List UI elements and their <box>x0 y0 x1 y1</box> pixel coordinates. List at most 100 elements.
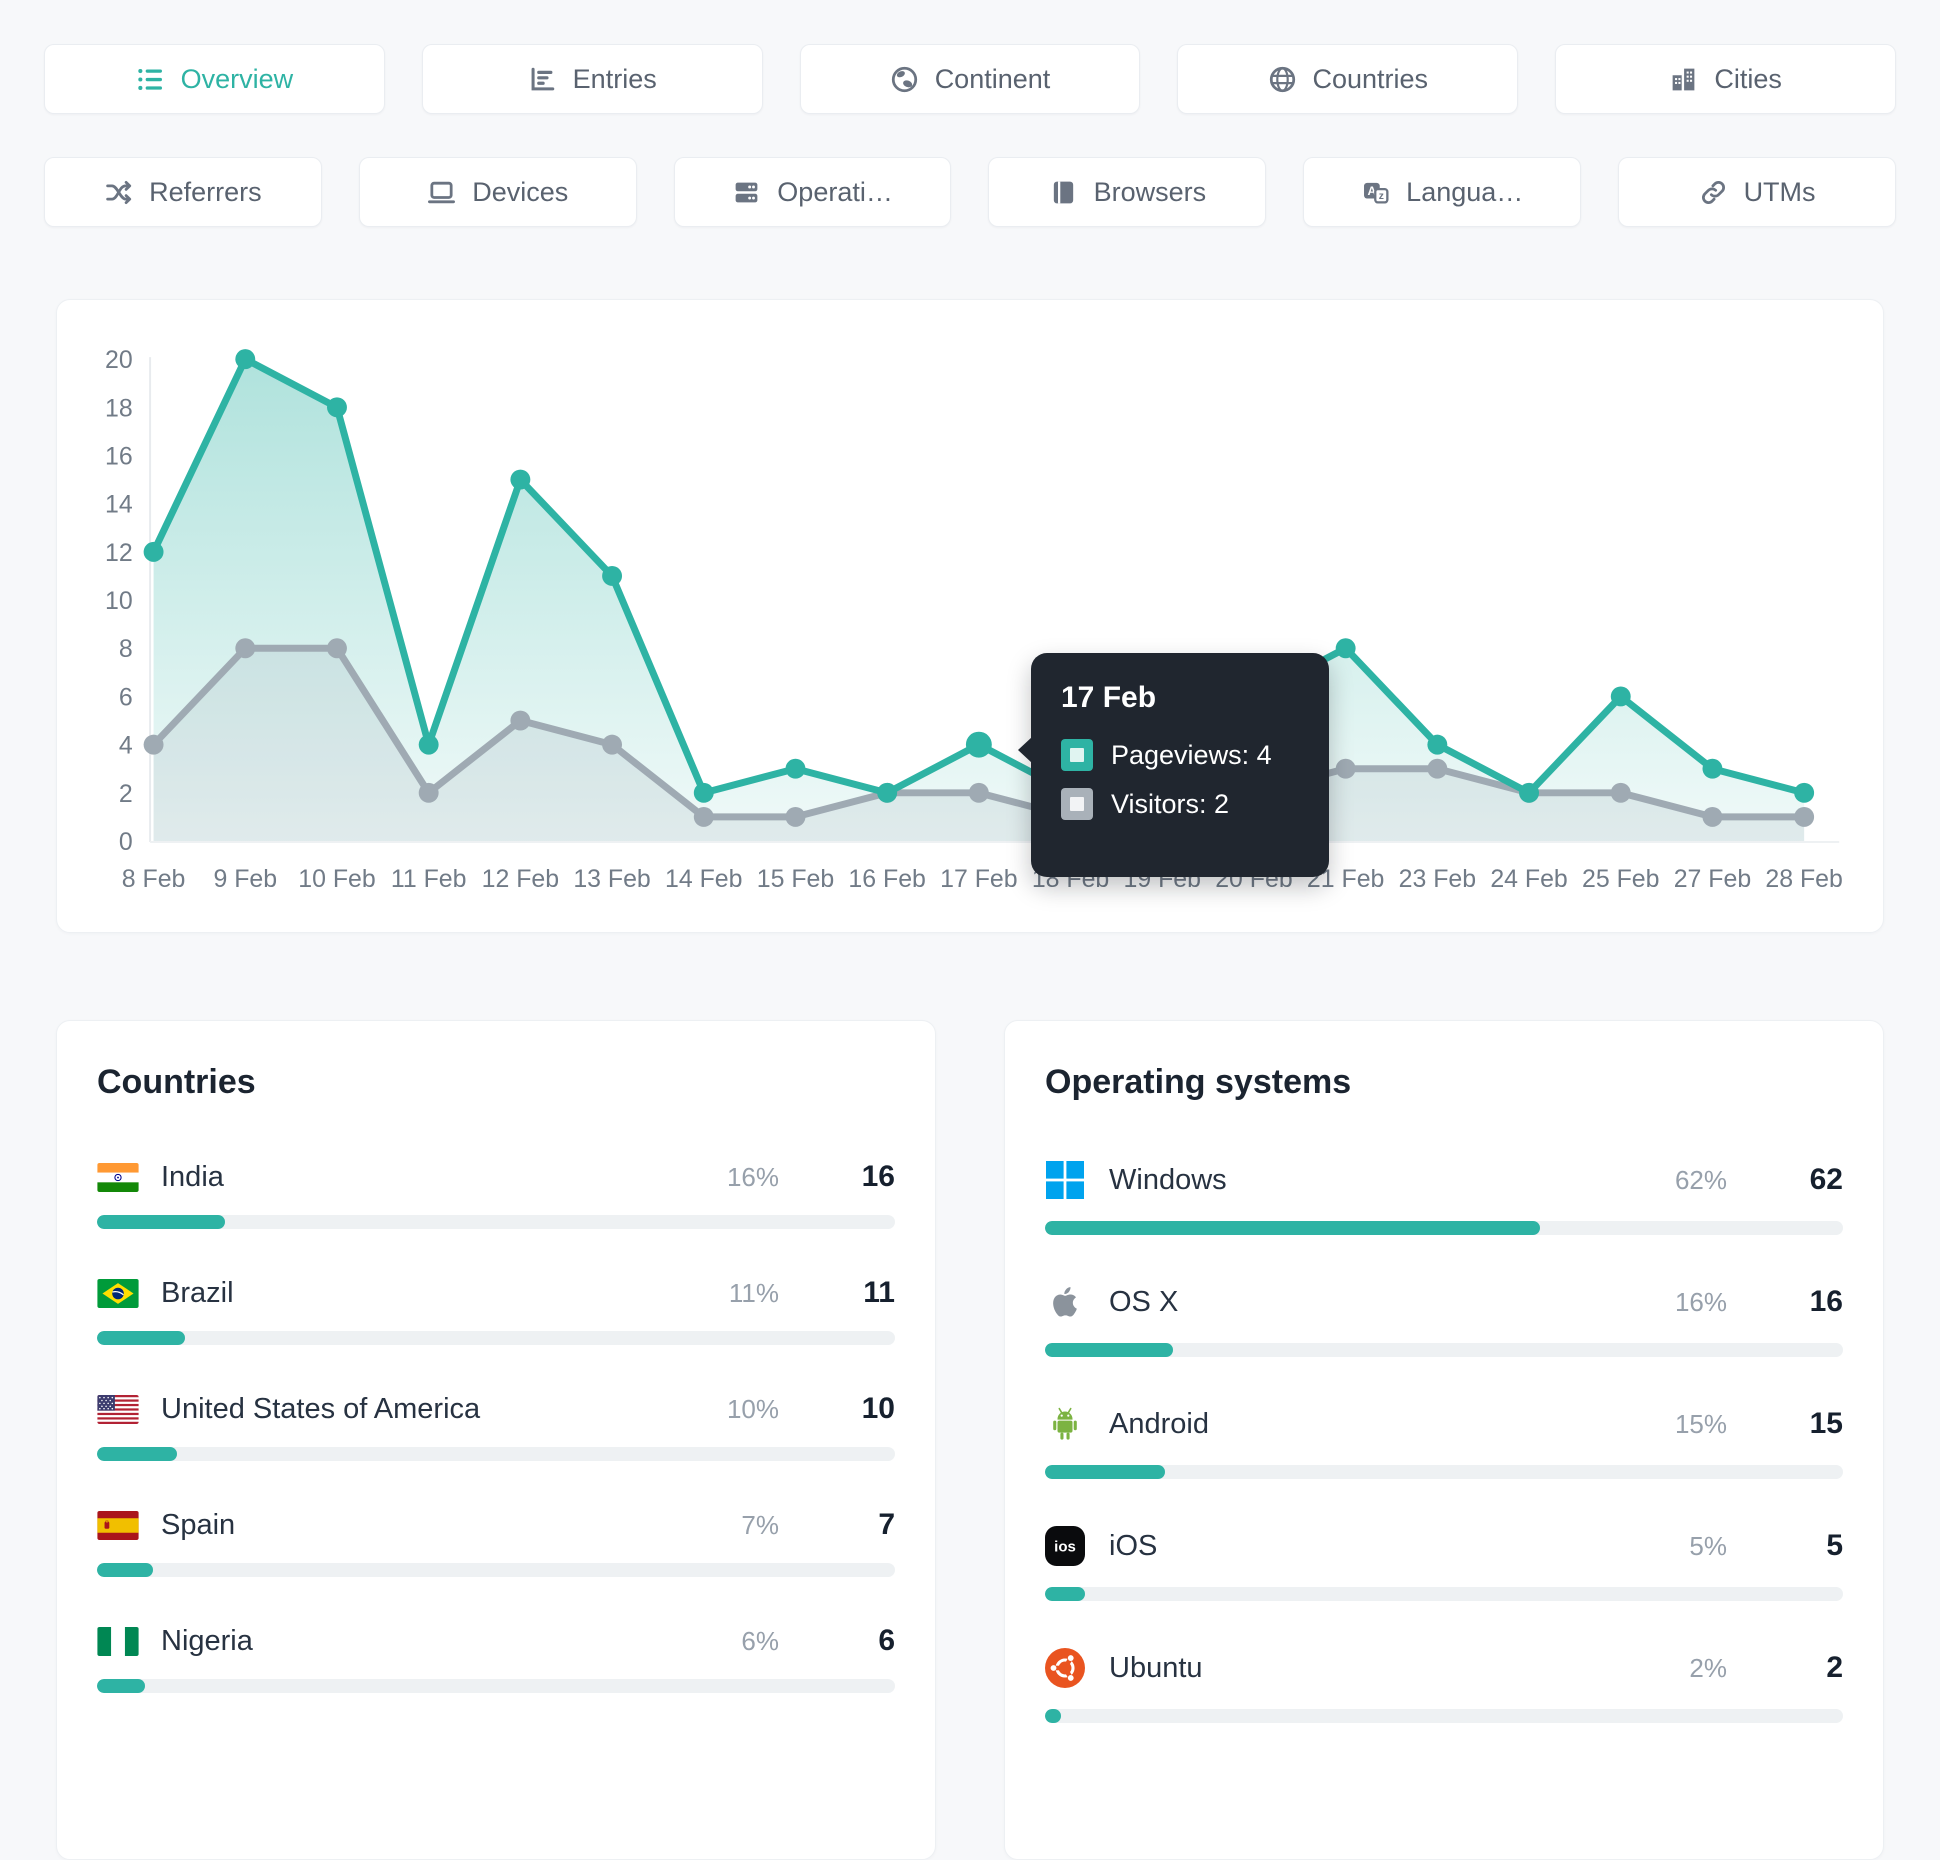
list-item-ios[interactable]: ios iOS 5% 5 <box>1045 1526 1843 1601</box>
entries-icon <box>528 65 557 94</box>
traffic-line-chart[interactable]: 0 2 4 6 8 10 12 14 16 18 20 8 Feb 9 Feb 10 Feb 11 Feb 1… <box>57 300 1883 932</box>
list-item-os-x[interactable]: OS X 16% 16 <box>1045 1282 1843 1357</box>
tab-label: Devices <box>472 176 569 207</box>
visitors-point <box>693 806 714 827</box>
flag-brazil-icon <box>97 1278 139 1308</box>
tooltip-arrow <box>1018 737 1032 763</box>
y-tick-label: 16 <box>105 442 133 470</box>
pageviews-point <box>1794 782 1815 803</box>
tooltip-row-pageviews: Pageviews: 4 <box>1061 739 1299 771</box>
tab-operati[interactable]: Operati… <box>673 157 952 227</box>
tab-label: Cities <box>1714 63 1782 94</box>
list-item-android[interactable]: Android 15% 15 <box>1045 1404 1843 1479</box>
os-android-icon <box>1045 1404 1087 1444</box>
svg-text:A: A <box>1368 183 1377 197</box>
item-percent: 16% <box>726 1161 779 1192</box>
pageviews-point <box>1519 782 1540 803</box>
item-percent: 2% <box>1689 1652 1727 1683</box>
visitors-point <box>1610 782 1631 803</box>
os-osx-icon <box>1045 1282 1087 1322</box>
tooltip-metric-text: Pageviews: 4 <box>1111 739 1272 770</box>
progress-fill <box>97 1331 185 1345</box>
visitors-point <box>510 710 531 731</box>
tab-label: Entries <box>572 63 657 94</box>
progress-fill <box>1045 1465 1165 1479</box>
progress-track <box>97 1679 895 1693</box>
tab-label: Continent <box>934 63 1051 94</box>
item-head: Nigeria 6% 6 <box>97 1624 895 1658</box>
visitors-point <box>785 806 806 827</box>
item-head: Android 15% 15 <box>1045 1404 1843 1444</box>
pageviews-point <box>1335 638 1356 659</box>
os-icon <box>732 178 761 207</box>
item-name: Brazil <box>161 1276 234 1309</box>
cities-icon <box>1669 65 1698 94</box>
progress-track <box>1045 1343 1843 1357</box>
x-tick-label: 27 Feb <box>1674 865 1751 893</box>
item-head: United States of America 10% 10 <box>97 1392 895 1426</box>
tab-referrers[interactable]: Referrers <box>44 157 322 227</box>
tab-label: Langua… <box>1406 176 1524 207</box>
x-tick-label: 28 Feb <box>1765 865 1842 893</box>
item-head: Ubuntu 2% 2 <box>1045 1648 1843 1688</box>
list-item-india[interactable]: India 16% 16 <box>97 1160 895 1229</box>
panel-countries: Countries India 16% 16 Brazil 11% 11 United Sta… <box>56 1020 936 1860</box>
visitors-point <box>968 782 989 803</box>
list-item-brazil[interactable]: Brazil 11% 11 <box>97 1276 895 1345</box>
svg-text:z: z <box>1379 191 1384 202</box>
pageviews-point <box>785 758 806 779</box>
x-tick-label: 11 Feb <box>391 865 467 893</box>
svg-text:ios: ios <box>1054 1539 1076 1556</box>
item-name: Spain <box>161 1508 236 1541</box>
y-tick-label: 14 <box>105 491 133 519</box>
progress-track <box>97 1447 895 1461</box>
pageviews-point <box>693 782 714 803</box>
pageviews-point <box>143 541 164 562</box>
list-item-windows[interactable]: Windows 62% 62 <box>1045 1160 1843 1235</box>
y-tick-label: 4 <box>119 732 133 760</box>
list-item-united-states-of-america[interactable]: United States of America 10% 10 <box>97 1392 895 1461</box>
list-item-spain[interactable]: Spain 7% 7 <box>97 1508 895 1577</box>
tab-countries[interactable]: Countries <box>1177 44 1519 114</box>
item-count: 7 <box>878 1508 895 1541</box>
pageviews-point-active <box>965 731 992 758</box>
tab-label: Browsers <box>1093 176 1207 207</box>
item-count: 62 <box>1809 1163 1843 1196</box>
item-name: India <box>161 1160 224 1193</box>
tab-cities[interactable]: Cities <box>1555 44 1896 114</box>
y-tick-label: 12 <box>105 539 133 567</box>
item-percent: 10% <box>726 1393 779 1424</box>
tab-utms[interactable]: UTMs <box>1618 157 1896 227</box>
visitors-point <box>602 734 623 755</box>
tab-entries[interactable]: Entries <box>421 44 763 114</box>
visitors-swatch-icon <box>1061 788 1093 820</box>
tooltip-date: 17 Feb <box>1061 681 1157 714</box>
item-name: Android <box>1109 1407 1209 1440</box>
tab-label: Operati… <box>777 176 893 207</box>
os-ios-icon: ios <box>1045 1526 1087 1566</box>
progress-fill <box>1045 1221 1540 1235</box>
pageviews-area <box>153 359 1805 842</box>
tab-devices[interactable]: Devices <box>358 157 637 227</box>
pageviews-swatch-icon <box>1061 739 1093 771</box>
referrers-icon <box>104 178 133 207</box>
flag-usa-icon <box>97 1394 139 1424</box>
flag-india-icon <box>97 1162 139 1192</box>
progress-track <box>97 1215 895 1229</box>
x-tick-label: 17 Feb <box>940 865 1017 893</box>
item-name: iOS <box>1109 1529 1158 1562</box>
progress-fill <box>1045 1709 1061 1723</box>
tooltip-metric-text: Visitors: 2 <box>1111 788 1230 819</box>
item-name: Ubuntu <box>1109 1651 1203 1684</box>
list-item-nigeria[interactable]: Nigeria 6% 6 <box>97 1624 895 1693</box>
tab-continent[interactable]: Continent <box>799 44 1141 114</box>
list-item-ubuntu[interactable]: Ubuntu 2% 2 <box>1045 1648 1843 1723</box>
tab-browsers[interactable]: Browsers <box>988 157 1267 227</box>
pageviews-point <box>418 734 439 755</box>
item-count: 5 <box>1826 1529 1843 1562</box>
progress-fill <box>97 1447 177 1461</box>
tab-overview[interactable]: Overview <box>44 44 385 114</box>
visitors-point <box>1335 758 1356 779</box>
item-head: India 16% 16 <box>97 1160 895 1194</box>
